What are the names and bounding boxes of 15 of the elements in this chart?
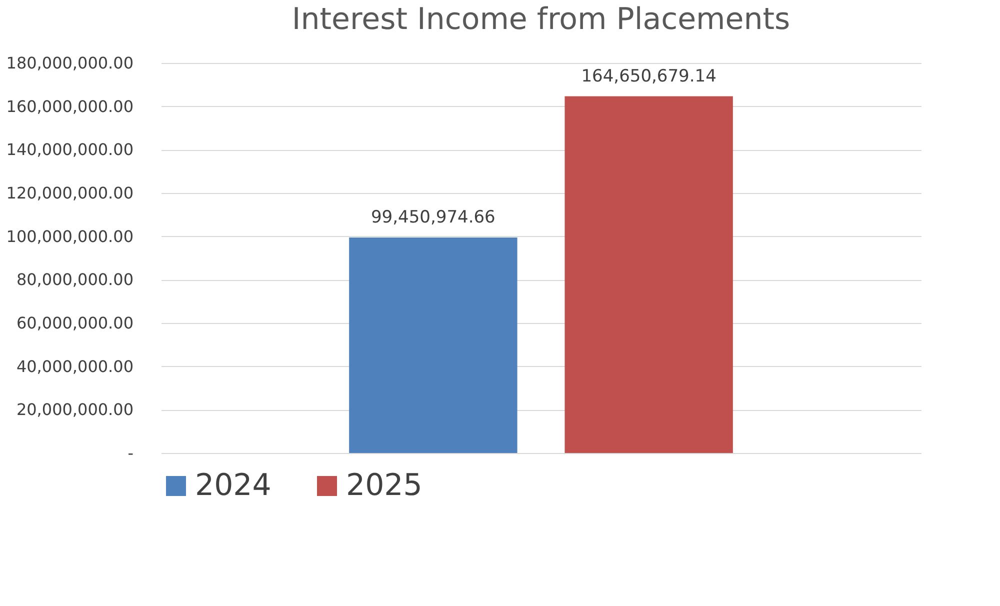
y-tick-label: 100,000,000.00	[6, 226, 134, 246]
y-tick-label: 20,000,000.00	[16, 400, 134, 420]
data-label: 99,450,974.66	[370, 208, 496, 228]
legend-label: 2024	[195, 468, 272, 503]
y-tick-label: 180,000,000.00	[6, 54, 134, 72]
y-tick-label: 60,000,000.00	[16, 314, 134, 332]
y-tick-label: 140,000,000.00	[6, 140, 134, 160]
y-tick-label: 40,000,000.00	[16, 356, 134, 376]
data-label: 164,650,679.14	[581, 66, 716, 86]
y-tick-label: 120,000,000.00	[6, 184, 134, 202]
y-tick-label: 160,000,000.00	[6, 96, 134, 116]
chart-title: Interest Income from Placements	[292, 2, 790, 37]
y-tick-label: -	[128, 444, 134, 462]
legend-label: 2025	[346, 468, 422, 503]
y-tick-label: 80,000,000.00	[16, 270, 134, 290]
